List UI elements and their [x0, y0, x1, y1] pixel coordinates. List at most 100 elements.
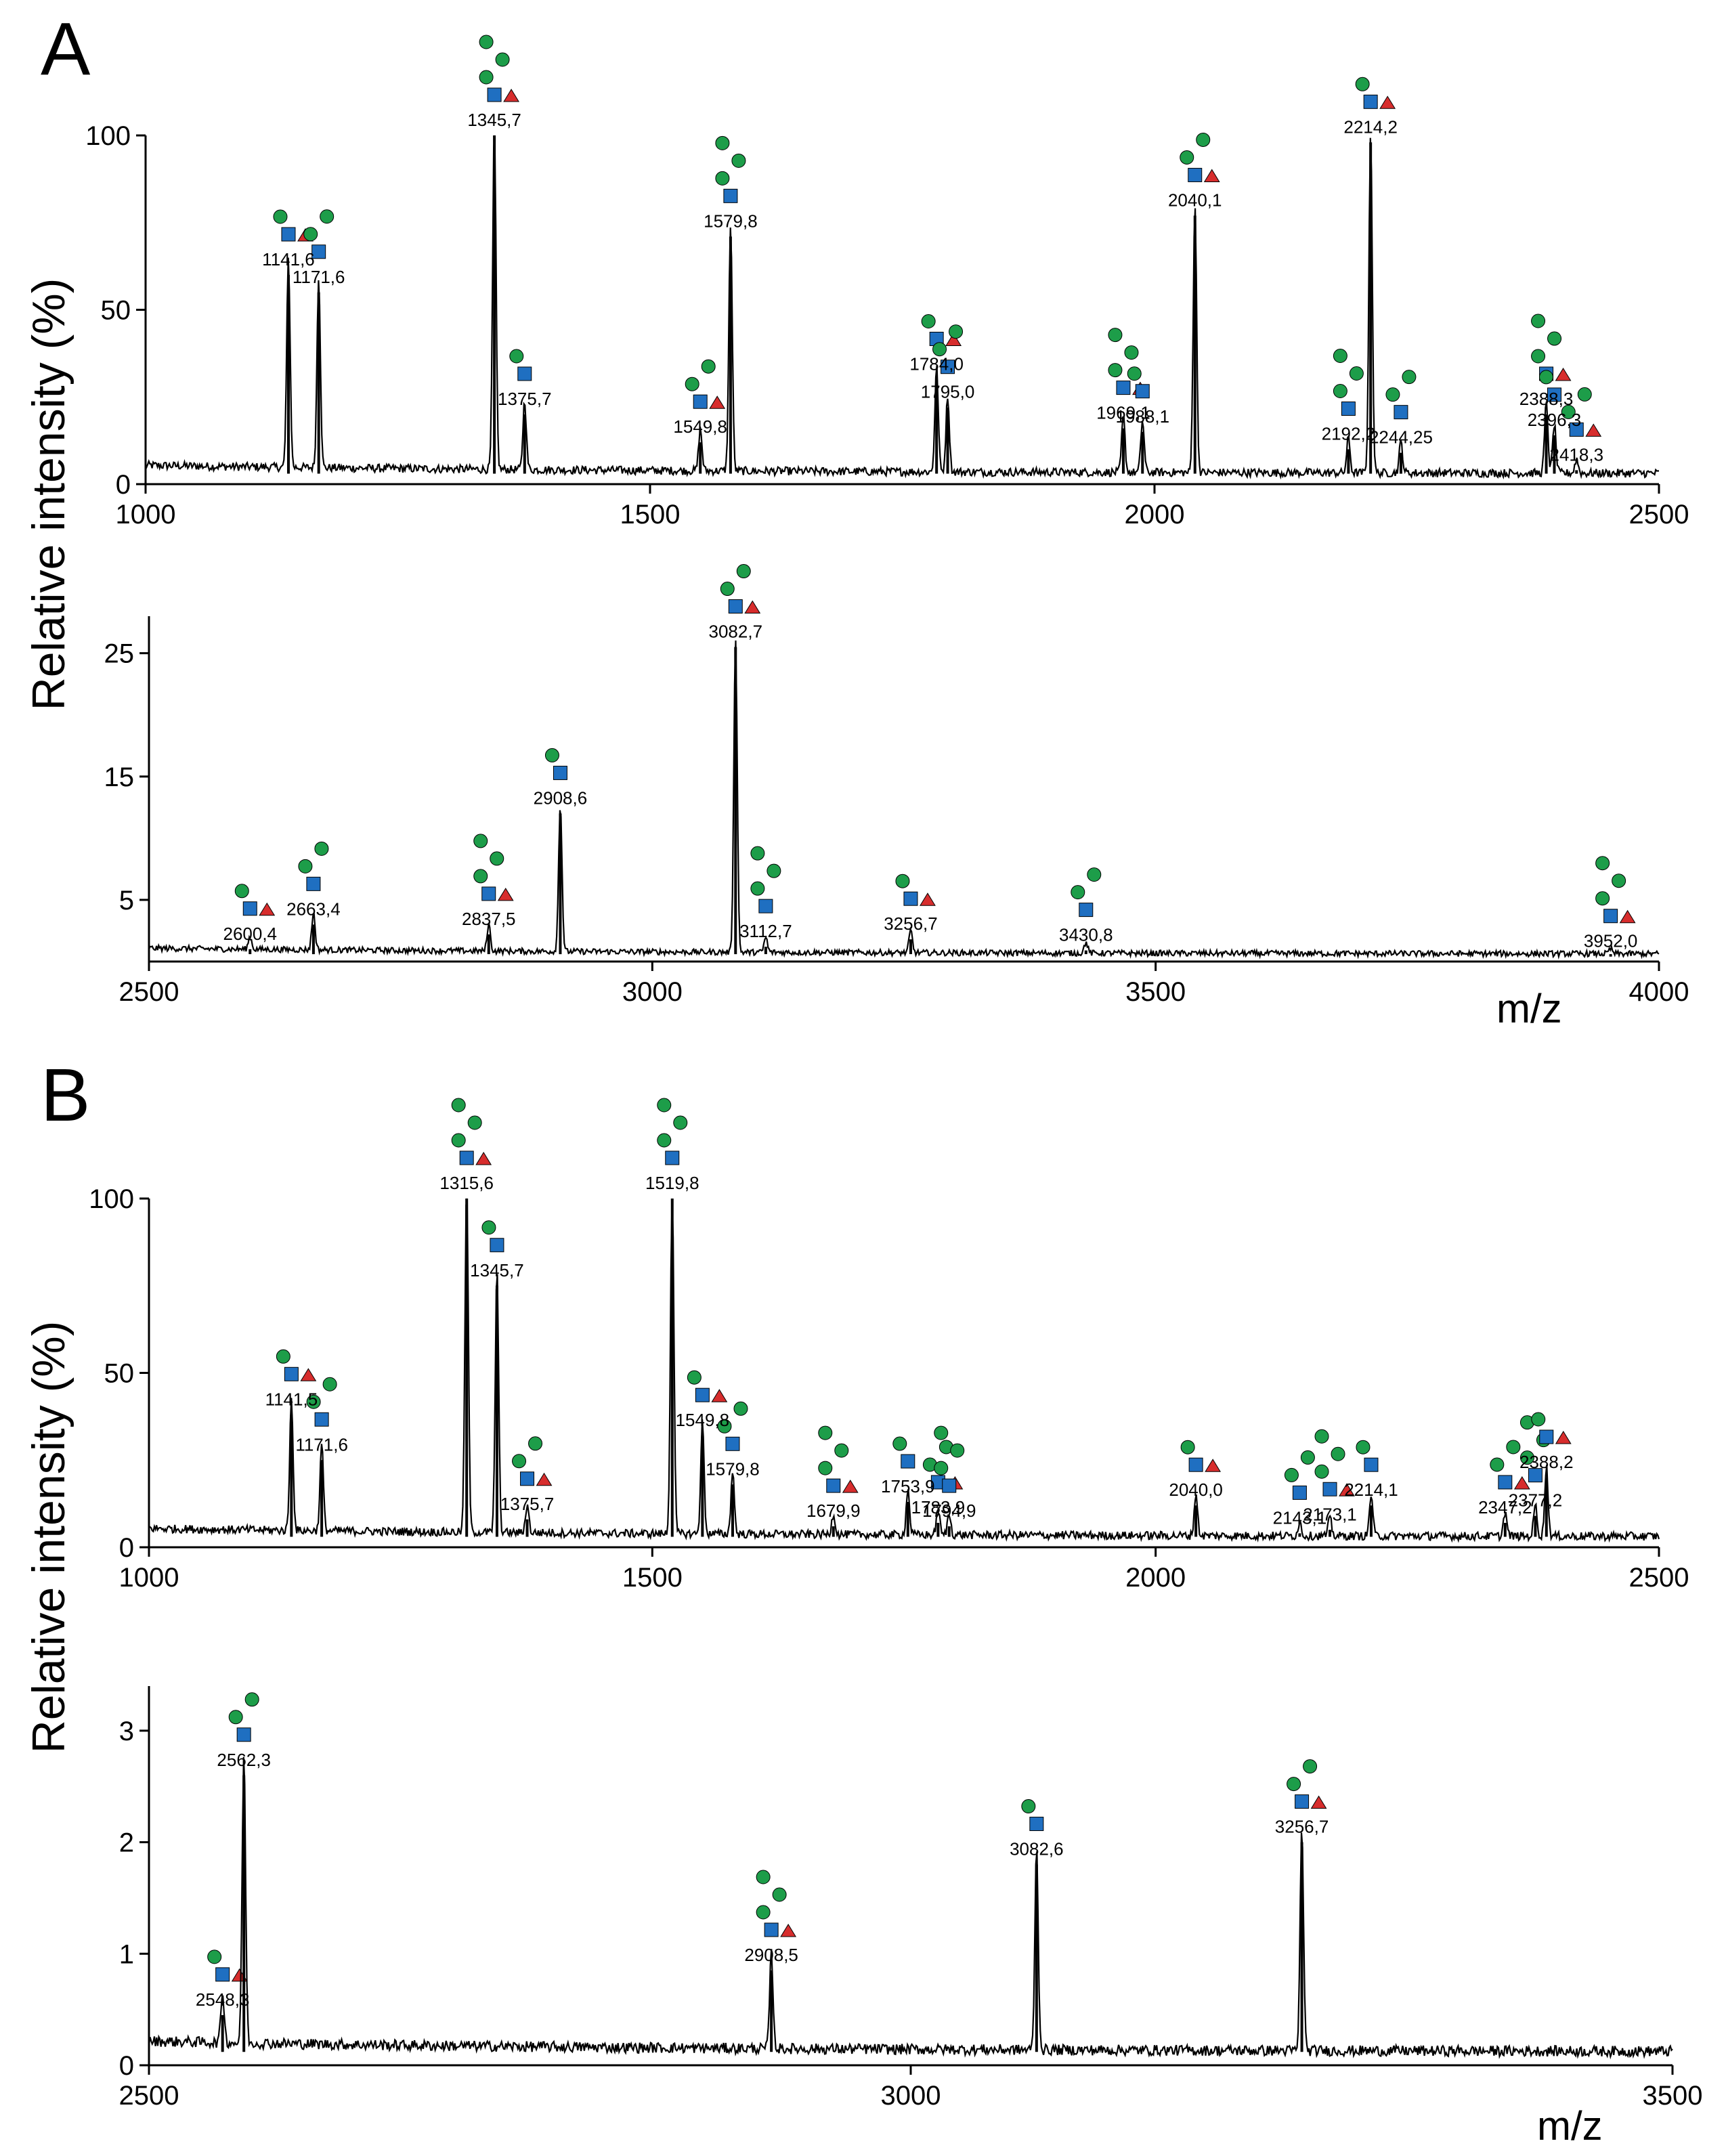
glycan-structure-icon — [1561, 387, 1602, 437]
mannose-circle-icon — [892, 1436, 907, 1451]
peak-label: 1679,9 — [806, 1501, 861, 1521]
mannose-circle-icon — [657, 1133, 672, 1148]
glcnac-square-icon — [1498, 1475, 1513, 1490]
y-tick-label: 0 — [119, 1533, 134, 1563]
x-tick-label: 4000 — [1629, 977, 1689, 1007]
glcnac-square-icon — [459, 1150, 474, 1165]
glycan-structure-icon — [1356, 1440, 1379, 1472]
peak-label: 2562,3 — [217, 1750, 271, 1770]
glycan-structure-icon — [687, 1370, 728, 1402]
glycan-structure-icon — [303, 209, 335, 259]
mannose-circle-icon — [750, 846, 765, 861]
glcnac-square-icon — [1539, 1429, 1554, 1444]
mannose-circle-icon — [1595, 891, 1610, 906]
glcnac-square-icon — [1188, 167, 1203, 182]
peak-label: 2040,0 — [1169, 1480, 1223, 1500]
peak-label: 3952,0 — [1584, 931, 1638, 951]
mannose-circle-icon — [314, 841, 329, 856]
peak-label: 1345,7 — [467, 110, 521, 130]
mannose-circle-icon — [1180, 150, 1194, 165]
x-tick-label: 2500 — [1629, 1563, 1689, 1593]
glcnac-square-icon — [764, 1922, 779, 1937]
chart-layer: 1000 1500 2000 25000501001141,61171,61345,7… — [85, 110, 1702, 2111]
mannose-circle-icon — [1333, 384, 1347, 398]
glcnac-square-icon — [481, 886, 496, 901]
mannose-circle-icon — [767, 863, 781, 878]
mannose-circle-icon — [273, 209, 288, 224]
glcnac-square-icon — [1135, 384, 1150, 399]
peak-label: 1794,9 — [922, 1501, 976, 1521]
peak-label: 2192,2 — [1322, 424, 1376, 444]
fucose-triangle-icon — [1619, 909, 1636, 924]
mannose-circle-icon — [1531, 349, 1546, 364]
glycan-structure-icon — [1180, 132, 1220, 182]
peak-label: 2143,1 — [1273, 1507, 1327, 1528]
mannose-circle-icon — [895, 874, 910, 888]
glcnac-square-icon — [281, 227, 296, 242]
mannose-circle-icon — [1196, 132, 1211, 147]
mannose-circle-icon — [1356, 1440, 1371, 1454]
glcnac-square-icon — [942, 1478, 957, 1493]
glycan-structure-icon — [1355, 77, 1396, 109]
glcnac-square-icon — [1341, 402, 1356, 416]
mannose-circle-icon — [1300, 1450, 1315, 1465]
glcnac-square-icon — [1547, 387, 1561, 402]
glycan-structure-icon — [479, 35, 519, 102]
fucose-triangle-icon — [300, 1368, 317, 1381]
mannose-circle-icon — [733, 1401, 748, 1416]
x-unit-label-b: m/z — [1537, 2103, 1603, 2149]
mannose-circle-icon — [949, 324, 964, 339]
y-tick-label: 100 — [85, 121, 131, 151]
mannose-circle-icon — [736, 564, 751, 579]
y-tick-label: 50 — [101, 296, 131, 326]
glycan-structure-icon — [1333, 349, 1364, 416]
mannose-circle-icon — [1108, 328, 1123, 343]
fucose-triangle-icon — [920, 892, 936, 906]
glcnac-square-icon — [826, 1478, 841, 1493]
fucose-triangle-icon — [1379, 95, 1396, 109]
mannose-circle-icon — [715, 171, 730, 186]
peak-label: 1141,6 — [262, 249, 315, 270]
y-tick-label: 3 — [119, 1717, 134, 1746]
glycan-structure-icon — [1595, 856, 1636, 924]
mannose-circle-icon — [1108, 363, 1123, 378]
glycan-structure-icon — [892, 1436, 915, 1469]
glcnac-square-icon — [487, 87, 502, 102]
peak-label: 2396,3 — [1528, 410, 1582, 430]
fucose-triangle-icon — [780, 1924, 797, 1937]
peak-label: 1519,8 — [645, 1173, 699, 1193]
peak-label: 1579,8 — [704, 211, 758, 231]
x-tick-label: 2000 — [1125, 1563, 1186, 1593]
spectrum-trace — [144, 135, 1660, 480]
glycan-structure-icon — [1538, 370, 1561, 402]
glycan-structure-icon — [306, 1377, 337, 1427]
peak-label: 2663,4 — [286, 899, 341, 919]
mannose-circle-icon — [1180, 1440, 1195, 1454]
glcnac-square-icon — [1394, 405, 1408, 420]
peak-label: 1375,7 — [500, 1494, 555, 1514]
glcnac-square-icon — [236, 1727, 251, 1742]
fucose-triangle-icon — [1339, 1483, 1355, 1496]
spectrum-trace — [148, 1198, 1660, 1543]
mannose-circle-icon — [1021, 1799, 1036, 1814]
glcnac-square-icon — [311, 244, 326, 259]
y-tick-label: 15 — [104, 762, 135, 792]
y-tick-label: 5 — [119, 886, 134, 915]
mannose-circle-icon — [720, 582, 735, 597]
glcnac-square-icon — [725, 1436, 740, 1451]
mannose-circle-icon — [490, 851, 504, 866]
x-tick-label: 1000 — [119, 1563, 179, 1593]
fucose-triangle-icon — [536, 1472, 553, 1486]
glycan-structure-icon — [1287, 1759, 1327, 1809]
fucose-triangle-icon — [945, 332, 962, 346]
glcnac-square-icon — [758, 899, 773, 913]
peak-label: 3256,7 — [884, 913, 938, 934]
y-tick-label: 2 — [119, 1828, 134, 1858]
glycan-structure-icon — [451, 1098, 492, 1165]
x-tick-label: 3000 — [622, 977, 683, 1007]
peak-label: 2418,3 — [1550, 444, 1604, 465]
peak-label: 3112,7 — [739, 921, 792, 941]
glcnac-square-icon — [553, 765, 567, 780]
mannose-circle-icon — [207, 1949, 222, 1964]
glycan-structure-icon — [717, 1401, 748, 1451]
